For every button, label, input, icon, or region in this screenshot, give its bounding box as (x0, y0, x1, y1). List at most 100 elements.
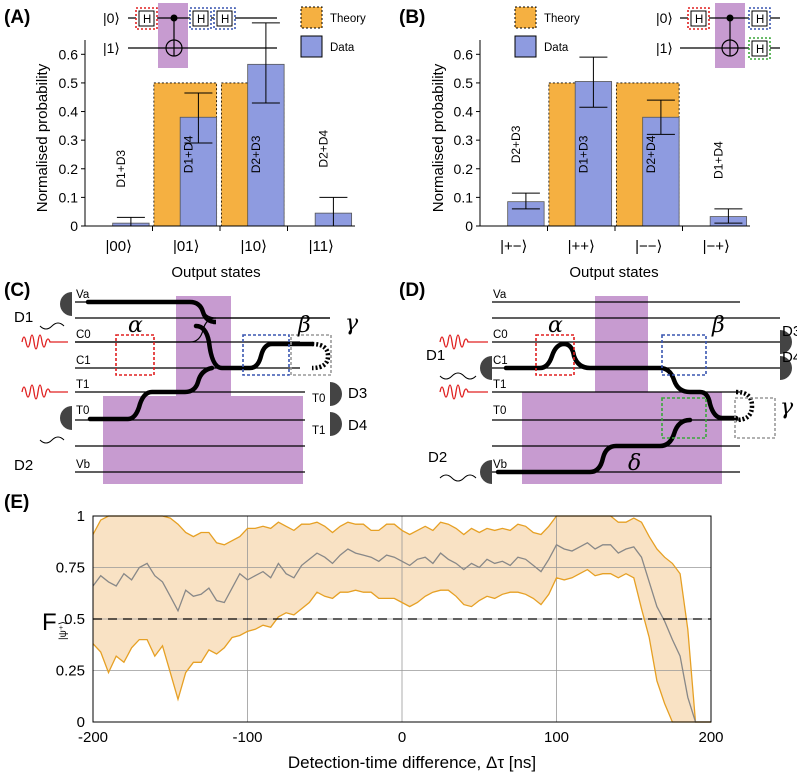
gamma-d: γ (780, 395, 794, 420)
e-xtick-label: -200 (78, 729, 108, 746)
b-category: |++⟩ (568, 238, 595, 255)
detector-d3-c (330, 382, 342, 406)
panel-b: (B) Theory Data |0⟩ |1⟩ H H H Normal (399, 3, 780, 281)
b-ytick-label: 0.5 (454, 75, 474, 91)
beta-d: β (711, 313, 725, 338)
photon-path-c3 (87, 365, 215, 422)
ylabel-e: F (42, 609, 57, 636)
e-xtick-label: 100 (544, 729, 569, 746)
a-ytick-label: 0.5 (59, 75, 79, 91)
a-category: |01⟩ (173, 238, 199, 255)
e-xtick-label: 0 (398, 729, 406, 746)
b-category: |+−⟩ (500, 238, 527, 255)
loop-gamma-c (311, 341, 331, 371)
detector-d4-c (330, 412, 342, 436)
detector-d4-d (780, 356, 792, 380)
photon-path-c1 (85, 299, 217, 325)
rail-c-c1: C1 (76, 355, 91, 367)
panel-c: (C) α β γ Va C0 C1 T1 T0 Vb (4, 280, 367, 484)
target-circle (165, 39, 183, 57)
alpha-d: α (548, 313, 563, 338)
control-dot (170, 14, 178, 22)
rail-d-va: Va (493, 289, 507, 301)
a-bar-label: D2+D3 (249, 135, 263, 173)
b-category: |−−⟩ (635, 238, 662, 255)
a-ytick-label: 0.4 (59, 104, 79, 120)
panel-a-label: (A) (4, 7, 30, 28)
h-gate-b3-label: H (756, 44, 764, 56)
circuit-a-input1: |1⟩ (103, 40, 120, 56)
rail-c-t1: T1 (76, 379, 89, 391)
panel-d-label: (D) (399, 280, 425, 301)
box-alpha-d (535, 334, 575, 376)
b-ytick-label: 0.6 (454, 46, 474, 62)
detector-d1-c (60, 292, 72, 316)
legend-a-theory-swatch (300, 6, 323, 29)
box-beta-d (661, 334, 707, 376)
det-d-d2: D2 (428, 449, 447, 466)
rail-d-c0: C0 (493, 329, 508, 341)
box-gamma-c (290, 334, 332, 376)
pulse-c2 (21, 384, 68, 400)
detector-d2-d (480, 460, 492, 484)
ylabel-b: Normalised probability (430, 63, 447, 212)
panel-a: (A) |0⟩ |1⟩ H H H Theory Data (4, 3, 366, 281)
circuit-b: |0⟩ |1⟩ H H H (656, 3, 780, 68)
det-c-d3: D3 (348, 385, 367, 402)
e-ytick-label: 0.75 (56, 560, 85, 577)
panel-e-label: (E) (4, 492, 29, 513)
circuit-a-input0: |0⟩ (103, 10, 120, 26)
legend-b: Theory Data (514, 6, 580, 58)
a-ytick-label: 0.2 (59, 161, 79, 177)
pulse-d2 (439, 384, 488, 400)
legend-b-data: Data (544, 42, 569, 54)
a-ytick-label: 0 (70, 218, 78, 234)
lower-bound-line (92, 568, 711, 723)
a-bar-label: D2+D4 (316, 130, 330, 168)
ylabel-e-sub: |ψ⁺⟩ (58, 621, 69, 640)
fidelity-line (92, 542, 711, 723)
det-c-d2: D2 (14, 457, 33, 474)
h-gate-b2-label: H (756, 14, 764, 26)
h-gate-2-label: H (197, 14, 205, 26)
b-bar-label: D2+D4 (644, 135, 658, 173)
b-ytick-label: 0.4 (454, 104, 474, 120)
e-xtick-label: -100 (232, 729, 262, 746)
rail-d-t1: T1 (493, 379, 506, 391)
box-gamma-d (734, 397, 776, 439)
det-d-d4: D4 (782, 349, 797, 366)
det-c-d4: D4 (348, 417, 367, 434)
b-ytick-label: 0.1 (454, 189, 474, 205)
plot-b: 0 0.1 0.2 0.3 0.4 0.5 0.6 D2+D3 |+−⟩ D1+D3 |++⟩ D2+… (454, 40, 750, 255)
panel-e: (E) -200 -100 0 100 200 0 0.25 0.5 0.75 1 Detecti… (4, 492, 724, 772)
panel-d: (D) α β γ δ Va C0 C1 T1 T0 Vb (399, 280, 797, 484)
detector-d2-c (60, 406, 72, 430)
rail-d-vb: Vb (493, 459, 507, 471)
a-category: |00⟩ (106, 238, 132, 255)
rail-d-t0: T0 (493, 405, 506, 417)
box-alpha-c (115, 334, 155, 376)
gamma-c: γ (345, 311, 359, 336)
h-gate-1-label: H (143, 14, 151, 26)
plot-a: 0 0.1 0.2 0.3 0.4 0.5 0.6 D1+D3 |00⟩ D1+D4 |01⟩ D2+… (59, 22, 355, 255)
circuit-b-input1: |1⟩ (656, 40, 673, 56)
pulse-d1 (439, 334, 488, 350)
plot-e: -200 -100 0 100 200 0 0.25 0.5 0.75 1 (56, 508, 724, 746)
out-c-t0: T0 (312, 393, 325, 405)
a-bar-label: D1+D3 (114, 150, 128, 188)
panel-b-label: (B) (399, 7, 425, 28)
legend-b-theory-swatch (514, 6, 537, 29)
det-c-d1: D1 (14, 309, 33, 326)
rail-d-c1: C1 (493, 355, 508, 367)
panel-c-label: (C) (4, 280, 30, 301)
e-xtick-label: 200 (698, 729, 723, 746)
det-d-d3: D3 (782, 323, 797, 340)
a-ytick-label: 0.3 (59, 132, 79, 148)
b-ytick-label: 0.3 (454, 132, 474, 148)
b-bar-label: D1+D3 (576, 135, 590, 173)
a-ytick-label: 0.1 (59, 189, 79, 205)
detector-d1-d (480, 356, 492, 380)
beta-c: β (297, 313, 311, 338)
legend-a-data: Data (330, 42, 355, 54)
